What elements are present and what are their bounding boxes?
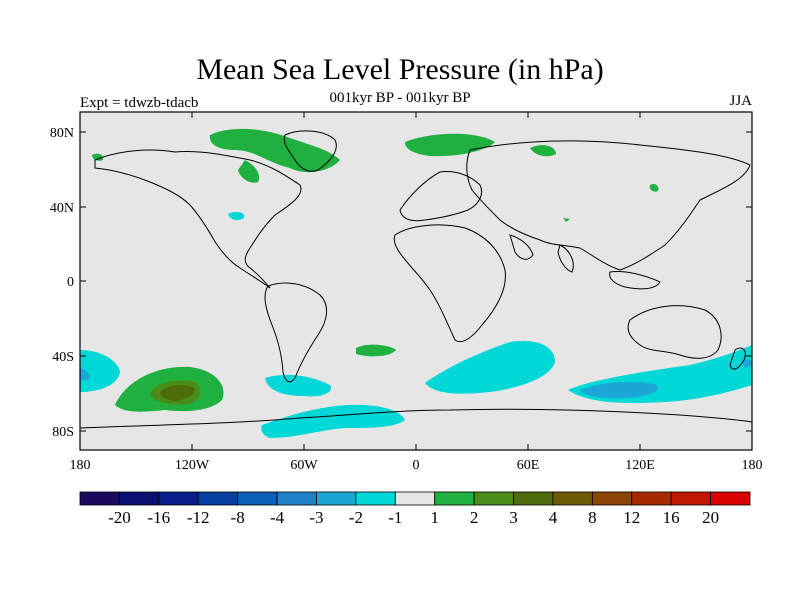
colorbar-label: 12: [623, 508, 640, 527]
y-tick-label: 80S: [52, 425, 74, 440]
colorbar-label: -12: [187, 508, 210, 527]
colorbar-label: 8: [588, 508, 597, 527]
colorbar-swatch: [159, 492, 198, 505]
y-tick-label: 80N: [50, 126, 74, 141]
colorbar-label: -16: [147, 508, 170, 527]
y-tick-label: 40N: [50, 201, 74, 216]
colorbar-swatch: [474, 492, 513, 505]
colorbar-swatch: [514, 492, 553, 505]
colorbar-label: -3: [309, 508, 323, 527]
colorbar-swatch: [198, 492, 237, 505]
x-tick-label: 120E: [625, 458, 655, 473]
colorbar-label: -8: [231, 508, 245, 527]
x-tick-label: 120W: [175, 458, 210, 473]
x-tick-label: 180: [70, 458, 91, 473]
colorbar-swatch: [395, 492, 434, 505]
x-tick-label: 60W: [290, 458, 318, 473]
colorbar-swatch: [435, 492, 474, 505]
x-tick-label: 60E: [517, 458, 540, 473]
colorbar-label: 4: [549, 508, 558, 527]
colorbar: [80, 492, 750, 505]
colorbar-swatch: [632, 492, 671, 505]
colorbar-swatch: [553, 492, 592, 505]
colorbar-swatch: [671, 492, 710, 505]
colorbar-label: -20: [108, 508, 131, 527]
colorbar-label: -4: [270, 508, 285, 527]
y-tick-label: 40S: [52, 350, 74, 365]
colorbar-swatch: [238, 492, 277, 505]
colorbar-labels: -20 -16 -12 -8 -4 -3 -2 -1 1 2 3 4 8 12 16 20: [108, 508, 719, 527]
x-tick-label: 0: [413, 458, 420, 473]
colorbar-swatch: [80, 492, 119, 505]
x-tick-label: 180: [742, 458, 763, 473]
colorbar-label: 16: [663, 508, 680, 527]
colorbar-label: -1: [388, 508, 402, 527]
colorbar-swatch: [592, 492, 631, 505]
colorbar-swatch: [277, 492, 316, 505]
y-tick-label: 0: [67, 275, 74, 290]
colorbar-swatch: [316, 492, 355, 505]
colorbar-swatch: [711, 492, 750, 505]
colorbar-label: 1: [430, 508, 439, 527]
colorbar-label: -2: [349, 508, 363, 527]
colorbar-label: 3: [509, 508, 518, 527]
colorbar-label: 20: [702, 508, 719, 527]
colorbar-label: 2: [470, 508, 479, 527]
colorbar-swatch: [119, 492, 158, 505]
colorbar-swatch: [356, 492, 395, 505]
